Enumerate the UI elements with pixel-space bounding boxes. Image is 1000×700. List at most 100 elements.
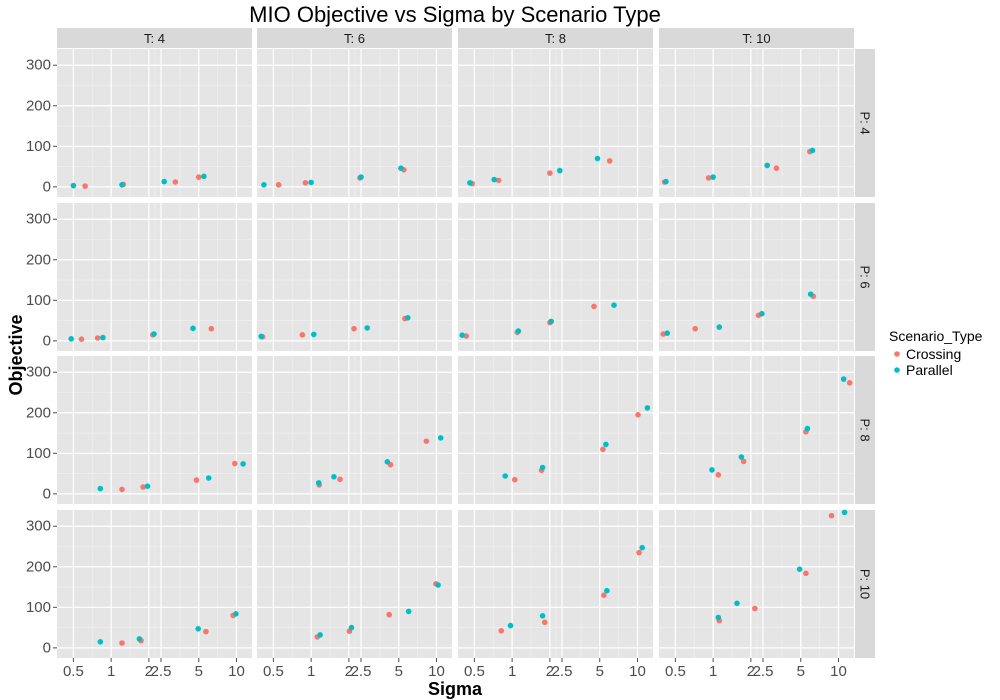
data-point-parallel [97, 485, 104, 492]
data-point-crossing [82, 183, 88, 189]
y-tick-label: 200 [26, 97, 51, 114]
data-point-crossing [692, 325, 698, 332]
facet-panel [659, 203, 854, 351]
data-point-crossing [606, 158, 613, 164]
data-point-parallel [539, 464, 546, 471]
data-point-crossing [846, 380, 853, 386]
panel-background [458, 356, 653, 504]
x-tick-label: 2.5 [753, 663, 774, 680]
data-point-parallel [840, 376, 847, 382]
data-point-parallel [764, 162, 770, 169]
data-point-crossing [752, 605, 758, 612]
data-point-parallel [594, 155, 601, 162]
data-point-parallel [639, 544, 645, 551]
data-point-parallel [205, 475, 212, 481]
data-point-parallel [308, 179, 314, 186]
data-point-parallel [604, 587, 610, 594]
y-tick-label: 0 [43, 639, 51, 656]
x-axis-label: Sigma [428, 679, 483, 699]
y-tick-label: 100 [26, 445, 51, 462]
panel-background [458, 203, 653, 351]
row-strip [855, 356, 875, 504]
data-point-parallel [405, 315, 411, 321]
panel-background [659, 203, 854, 351]
data-point-crossing [232, 460, 238, 467]
facet-panel [659, 356, 854, 504]
y-tick-label: 100 [26, 292, 51, 309]
data-point-crossing [172, 179, 179, 185]
data-point-parallel [467, 180, 473, 186]
row-strip-label: P: 10 [858, 569, 873, 599]
data-point-crossing [547, 170, 553, 176]
data-point-parallel [195, 626, 201, 632]
facet-panel [257, 510, 452, 658]
data-point-crossing [636, 549, 642, 556]
data-point-parallel [405, 608, 412, 615]
data-point-crossing [299, 332, 306, 338]
data-point-parallel [364, 325, 371, 331]
facet-panel [57, 510, 252, 658]
data-point-parallel [807, 291, 814, 298]
data-point-crossing [498, 628, 505, 634]
y-tick-label: 300 [26, 518, 51, 535]
y-tick-label: 200 [26, 404, 51, 421]
data-point-parallel [258, 333, 265, 340]
x-tick-label: 1 [107, 663, 115, 680]
panel-background [659, 510, 854, 658]
data-point-crossing [705, 175, 712, 181]
data-point-crossing [495, 177, 502, 184]
data-point-parallel [384, 459, 391, 465]
y-tick-label: 0 [43, 178, 51, 195]
legend-label: Parallel [906, 362, 953, 378]
x-tick-label: 10 [228, 663, 245, 680]
facet-panel [57, 203, 252, 351]
data-point-parallel [151, 331, 157, 337]
y-tick-label: 0 [43, 485, 51, 502]
data-point-parallel [331, 474, 337, 480]
row-strip [855, 510, 875, 658]
data-point-parallel [348, 624, 355, 631]
data-point-parallel [144, 483, 151, 490]
data-point-parallel [515, 328, 522, 334]
row-strip [855, 203, 875, 351]
data-point-parallel [161, 178, 167, 185]
data-point-parallel [459, 332, 466, 339]
panel-background [659, 356, 854, 504]
data-point-crossing [195, 174, 202, 180]
legend-key [894, 351, 900, 357]
data-point-parallel [804, 425, 811, 432]
facet-panel [257, 49, 452, 197]
data-point-parallel [201, 173, 207, 180]
data-point-parallel [100, 334, 106, 341]
column-strip [458, 28, 653, 48]
data-point-parallel [796, 566, 803, 572]
column-strip [57, 28, 252, 48]
y-tick-label: 300 [26, 211, 51, 228]
x-tick-label: 2 [546, 663, 554, 680]
panel-background [257, 356, 452, 504]
data-point-parallel [437, 435, 444, 441]
row-strip-label: P: 4 [858, 111, 873, 134]
column-strip [659, 28, 854, 48]
legend-title: Scenario_Type [889, 328, 983, 344]
x-tick-label: 10 [830, 663, 847, 680]
x-tick-label: 2 [145, 663, 153, 680]
facet-panel [458, 49, 653, 197]
data-point-crossing [386, 611, 393, 618]
data-point-crossing [140, 484, 146, 490]
data-point-parallel [119, 182, 125, 188]
y-tick-label: 0 [43, 332, 51, 349]
x-tick-label: 10 [428, 663, 445, 680]
data-point-crossing [773, 165, 780, 171]
data-point-parallel [190, 325, 196, 332]
x-tick-label: 5 [797, 663, 805, 680]
data-point-parallel [548, 318, 554, 325]
x-tick-label: 10 [629, 663, 646, 680]
data-point-crossing [119, 640, 125, 646]
facet-panel [458, 356, 653, 504]
data-point-parallel [68, 336, 74, 342]
panel-background [57, 356, 252, 504]
data-point-crossing [275, 182, 282, 188]
